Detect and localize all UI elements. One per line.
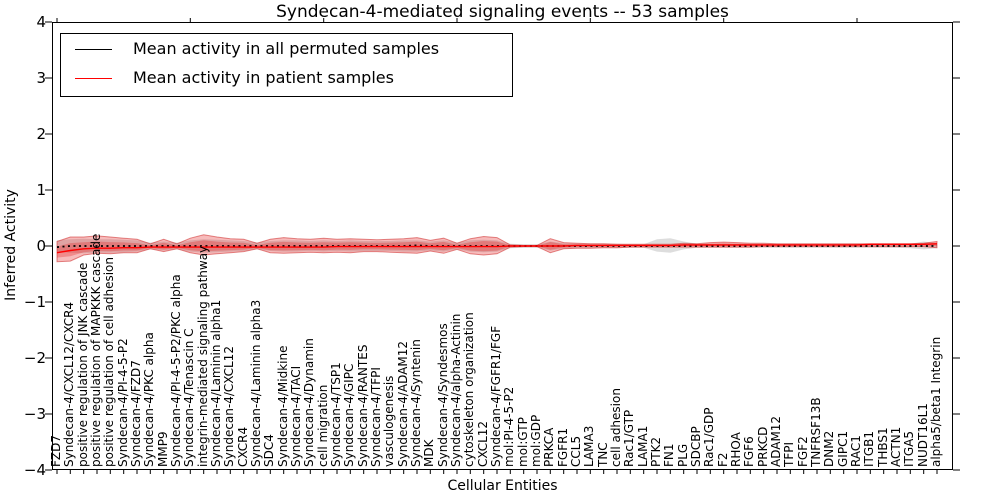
x-tick-label: Rac1/GTP (622, 409, 637, 467)
x-tick-label: TNC (595, 442, 610, 467)
y-tick-label: −2 (23, 349, 46, 367)
x-tick-label: FGF6 (742, 436, 757, 467)
y-tick-label: 4 (36, 13, 46, 31)
x-tick-label: Syndecan-4/CXCL12 (222, 346, 237, 467)
axes-frame (52, 22, 953, 470)
x-tick-label: alpha5/beta1 Integrin (929, 336, 943, 467)
x-tick-label: Syndecan-4/PI-4-5-P2 (115, 338, 130, 467)
x-tick-label: positive regulation of JNK cascade (75, 262, 90, 467)
x-tick-label: ITGB1 (862, 430, 877, 467)
legend-label: Mean activity in all permuted samples (133, 39, 440, 58)
x-tick-label: cell migration (315, 384, 330, 467)
x-tick-label: MDK (422, 439, 437, 467)
x-tick-label: LAMA3 (582, 425, 597, 467)
x-tick-label: vasculogenesis (382, 375, 397, 467)
x-tick-label: DNM2 (822, 430, 837, 467)
legend-item-permuted: Mean activity in all permuted samples (61, 34, 512, 65)
x-tick-label: ITGA5 (902, 430, 917, 467)
x-tick-label: CXCR4 (235, 426, 250, 467)
x-tick-label: PRKCD (755, 426, 770, 467)
x-axis-label: Cellular Entities (447, 478, 558, 494)
x-tick-label: F2 (715, 452, 730, 467)
x-tick-label: Syndecan-4/GIPC (342, 363, 357, 467)
x-tick-label: LAMA1 (635, 425, 650, 467)
legend-label: Mean activity in patient samples (133, 68, 394, 87)
y-tick-label: 1 (36, 181, 46, 199)
x-tick-label: Syndecan-4/Tenascin C (182, 328, 197, 467)
patient-mean-line (56, 243, 938, 254)
x-tick-label: SDC4 (262, 434, 277, 467)
x-tick-label: Syndecan-4/CXCL12/CXCR4 (62, 301, 77, 467)
x-tick-label: PRKCA (542, 427, 557, 467)
x-tick-label: Syndecan-4/ADAM12 (395, 341, 410, 467)
x-tick-label: mol:PI-4-5-P2 (502, 386, 517, 467)
x-tick-label: Syndecan-4/PKC alpha (142, 332, 157, 467)
x-tick-label: positive regulation of cell adhesion (102, 257, 117, 467)
y-tick-label: 2 (36, 125, 46, 143)
legend-line-sample-black (75, 49, 112, 50)
legend-item-patient: Mean activity in patient samples (61, 63, 512, 94)
y-tick-label: 3 (36, 69, 46, 87)
x-tick-label: Syndecan-4/Syndesmos (435, 323, 450, 467)
x-tick-label: Syndecan-4/Dynamin (302, 338, 317, 467)
y-tick-label: 0 (36, 237, 46, 255)
y-tick-label: −3 (23, 405, 46, 423)
legend: Mean activity in all permuted samples Me… (60, 33, 513, 97)
x-tick-label: mol:GTP (515, 417, 530, 467)
y-tick-label: −4 (23, 461, 46, 479)
legend-line-sample-red (75, 78, 112, 79)
plot-title: Syndecan-4-mediated signaling events -- … (276, 2, 729, 22)
x-tick-label: GIPC1 (835, 430, 850, 467)
x-tick-label: FGFR1 (555, 427, 570, 467)
x-tick-label: NUDT16L1 (915, 403, 930, 467)
x-tick-label: Rac1/GDP (702, 407, 717, 467)
x-tick-label: PLG (675, 443, 690, 467)
x-tick-label: THBS1 (875, 427, 890, 467)
x-tick-label: TFPI (782, 441, 797, 467)
x-tick-label: Syndecan-4/RANTES (355, 344, 370, 467)
x-tick-label: integrin-mediated signaling pathway (195, 245, 210, 467)
patient-band (56, 234, 938, 263)
x-tick-label: Syndecan-4/Midkine (275, 345, 290, 467)
y-tick-label: −1 (23, 293, 46, 311)
x-tick-label: cytoskeleton organization (462, 312, 477, 467)
x-tick-label: FGF2 (795, 436, 810, 467)
axis-tick-marks (45, 18, 960, 474)
x-tick-label: CXCL12 (475, 420, 490, 467)
x-tick-label: MMP9 (155, 431, 170, 467)
x-tick-label: FN1 (662, 443, 677, 467)
